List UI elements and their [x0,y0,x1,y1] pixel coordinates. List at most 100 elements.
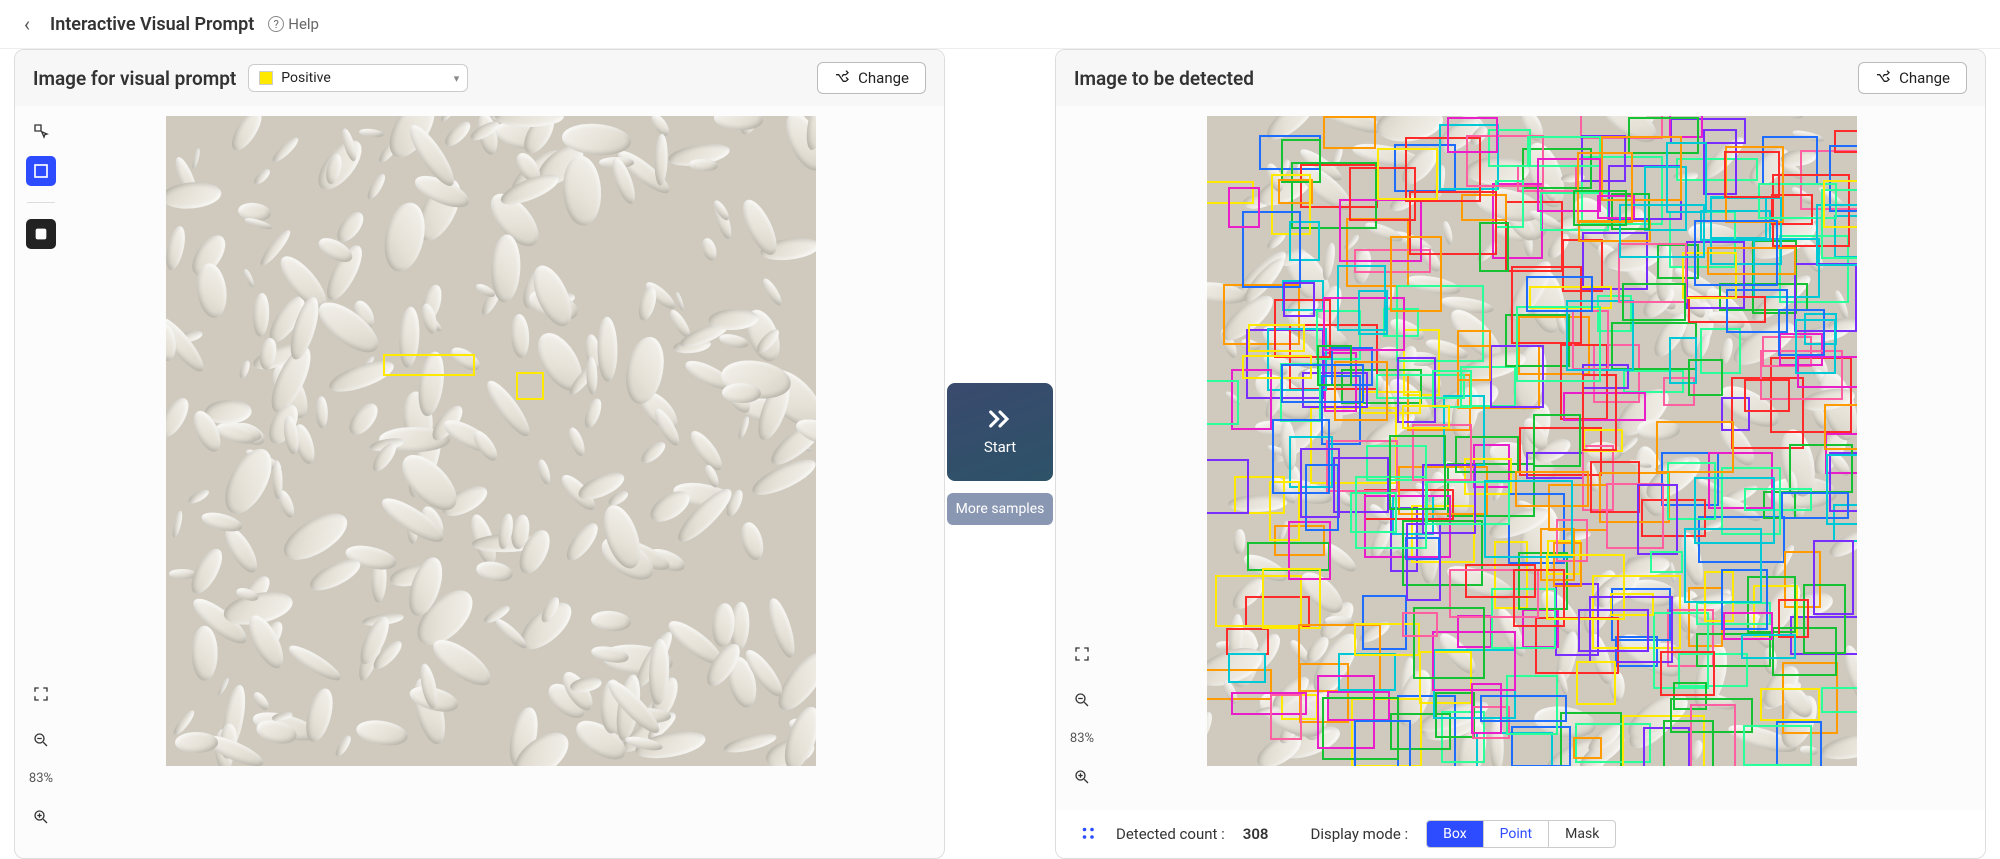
detect-panel: Image to be detected Change 83% [1055,49,1986,859]
start-button[interactable]: Start [947,383,1053,481]
detection-box [1578,609,1649,652]
mode-point[interactable]: Point [1484,821,1549,847]
rice-grain [675,292,686,313]
detect-canvas[interactable] [1207,116,1857,766]
rice-grain [186,487,211,506]
pointer-tool[interactable] [26,116,56,146]
zoom-out-button[interactable] [26,725,56,755]
zoom-out-button[interactable] [1067,685,1097,715]
rice-grain [590,609,631,633]
rice-grain [238,359,252,380]
rice-grain [306,553,364,596]
fit-screen-button[interactable] [26,679,56,709]
zoom-in-button[interactable] [26,802,56,832]
rice-grain [251,689,271,711]
rice-grain [620,333,669,406]
more-samples-label: More samples [956,501,1045,517]
zoom-in-button[interactable] [1067,762,1097,792]
detection-box [1281,364,1364,403]
detect-footer: Detected count : 308 Display mode : BoxP… [1056,810,1985,858]
detection-box [1354,720,1411,766]
detection-box [1389,435,1446,510]
selection-box[interactable] [516,372,544,400]
detection-box [1526,276,1593,312]
rice-grain [1780,116,1805,121]
detection-box [1270,694,1303,740]
rice-grain [358,127,384,138]
rice-grain [653,134,668,186]
change-prompt-image-button[interactable]: Change [817,62,926,94]
display-mode-label: Display mode : [1311,825,1409,843]
zoom-level: 83% [29,771,53,786]
change-detect-image-button[interactable]: Change [1858,62,1967,94]
rice-grain [562,155,604,228]
rice-grain [562,519,603,565]
detection-box [1637,484,1678,555]
detection-box [1741,634,1796,659]
shuffle-icon [834,70,850,86]
rice-grain [474,559,514,585]
detection-box [1663,720,1714,766]
rice-grain [282,415,301,455]
detection-box [1358,290,1388,335]
rice-grain [170,510,184,539]
label-swatch [259,71,273,85]
detection-box [1823,180,1857,228]
detection-box [1795,319,1836,374]
detection-box [1660,651,1715,695]
selection-box[interactable] [383,354,475,376]
detection-box [1573,190,1626,226]
rice-grain [1234,529,1247,555]
shuffle-icon [1875,70,1891,86]
detection-box [1262,568,1322,629]
detection-box [1694,220,1778,287]
mode-box[interactable]: Box [1427,821,1484,847]
grid-icon [1080,825,1098,843]
detection-box [1377,148,1437,199]
detection-box [1447,117,1499,153]
detection-box [1228,187,1260,228]
mode-mask[interactable]: Mask [1549,821,1615,847]
detection-box [1813,540,1854,615]
zoom-level: 83% [1070,731,1094,746]
detection-box [1724,151,1780,198]
detection-box [1576,661,1617,705]
start-label: Start [984,438,1016,456]
detection-box [1826,454,1857,526]
box-tool[interactable] [26,156,56,186]
detection-box [1760,688,1820,721]
rice-grain [426,632,497,693]
detection-box [1390,236,1442,311]
detection-box [1484,480,1573,557]
detection-box [1573,737,1602,759]
rice-grain [242,268,256,289]
rice-grain [714,116,765,131]
detect-zoom-toolbar: 83% [1056,639,1108,792]
rice-grain [220,523,263,577]
rice-grain [638,438,669,466]
rice-grain [441,118,474,150]
detect-panel-title: Image to be detected [1074,67,1254,90]
rice-grain [344,399,383,440]
rice-grain [166,393,195,441]
double-chevron-icon [986,408,1014,430]
help-link[interactable]: ? Help [268,15,319,33]
detection-box [1622,283,1686,321]
rice-grain [301,686,337,745]
prompt-canvas[interactable] [166,116,816,766]
rice-grain [738,520,767,562]
detection-box [1778,599,1809,638]
label-dropdown[interactable]: Positive ▾ [248,64,468,92]
rice-grain [688,158,717,172]
detection-box [1350,492,1397,533]
more-samples-button[interactable]: More samples [947,493,1053,525]
rice-grain [269,134,301,165]
back-button[interactable]: ‹ [18,10,36,38]
rice-grain [1207,711,1215,743]
detected-count-value: 308 [1243,825,1269,843]
detection-box [1226,628,1269,655]
fit-screen-button[interactable] [1067,639,1097,669]
rice-grain [764,596,799,660]
clear-tool[interactable] [26,219,56,249]
toolbar-divider [27,202,55,203]
